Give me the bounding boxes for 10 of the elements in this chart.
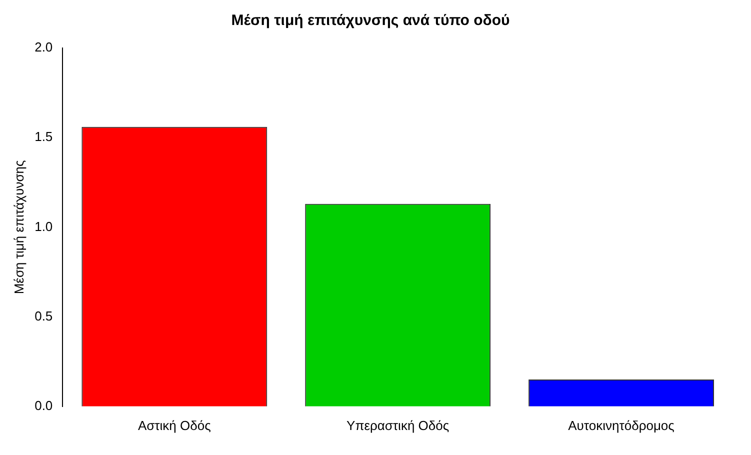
y-tick-label: 1.5 (34, 129, 53, 144)
y-tick-label: 0.0 (34, 398, 53, 413)
x-tick-label: Υπεραστική Οδός (346, 418, 450, 433)
chart-title: Μέση τιμή επιτάχυνσης ανά τύπο οδού (231, 12, 510, 30)
y-tick-label: 1.0 (34, 218, 53, 234)
x-tick-label: Αστική Οδός (138, 418, 211, 433)
y-tick-label: 2.0 (34, 40, 53, 55)
y-axis-title: Μέση τιμή επιτάχυνσης (11, 160, 26, 294)
x-tick-label: Αυτοκινητόδρομος (568, 418, 674, 433)
y-tick-label: 0.5 (34, 308, 53, 324)
